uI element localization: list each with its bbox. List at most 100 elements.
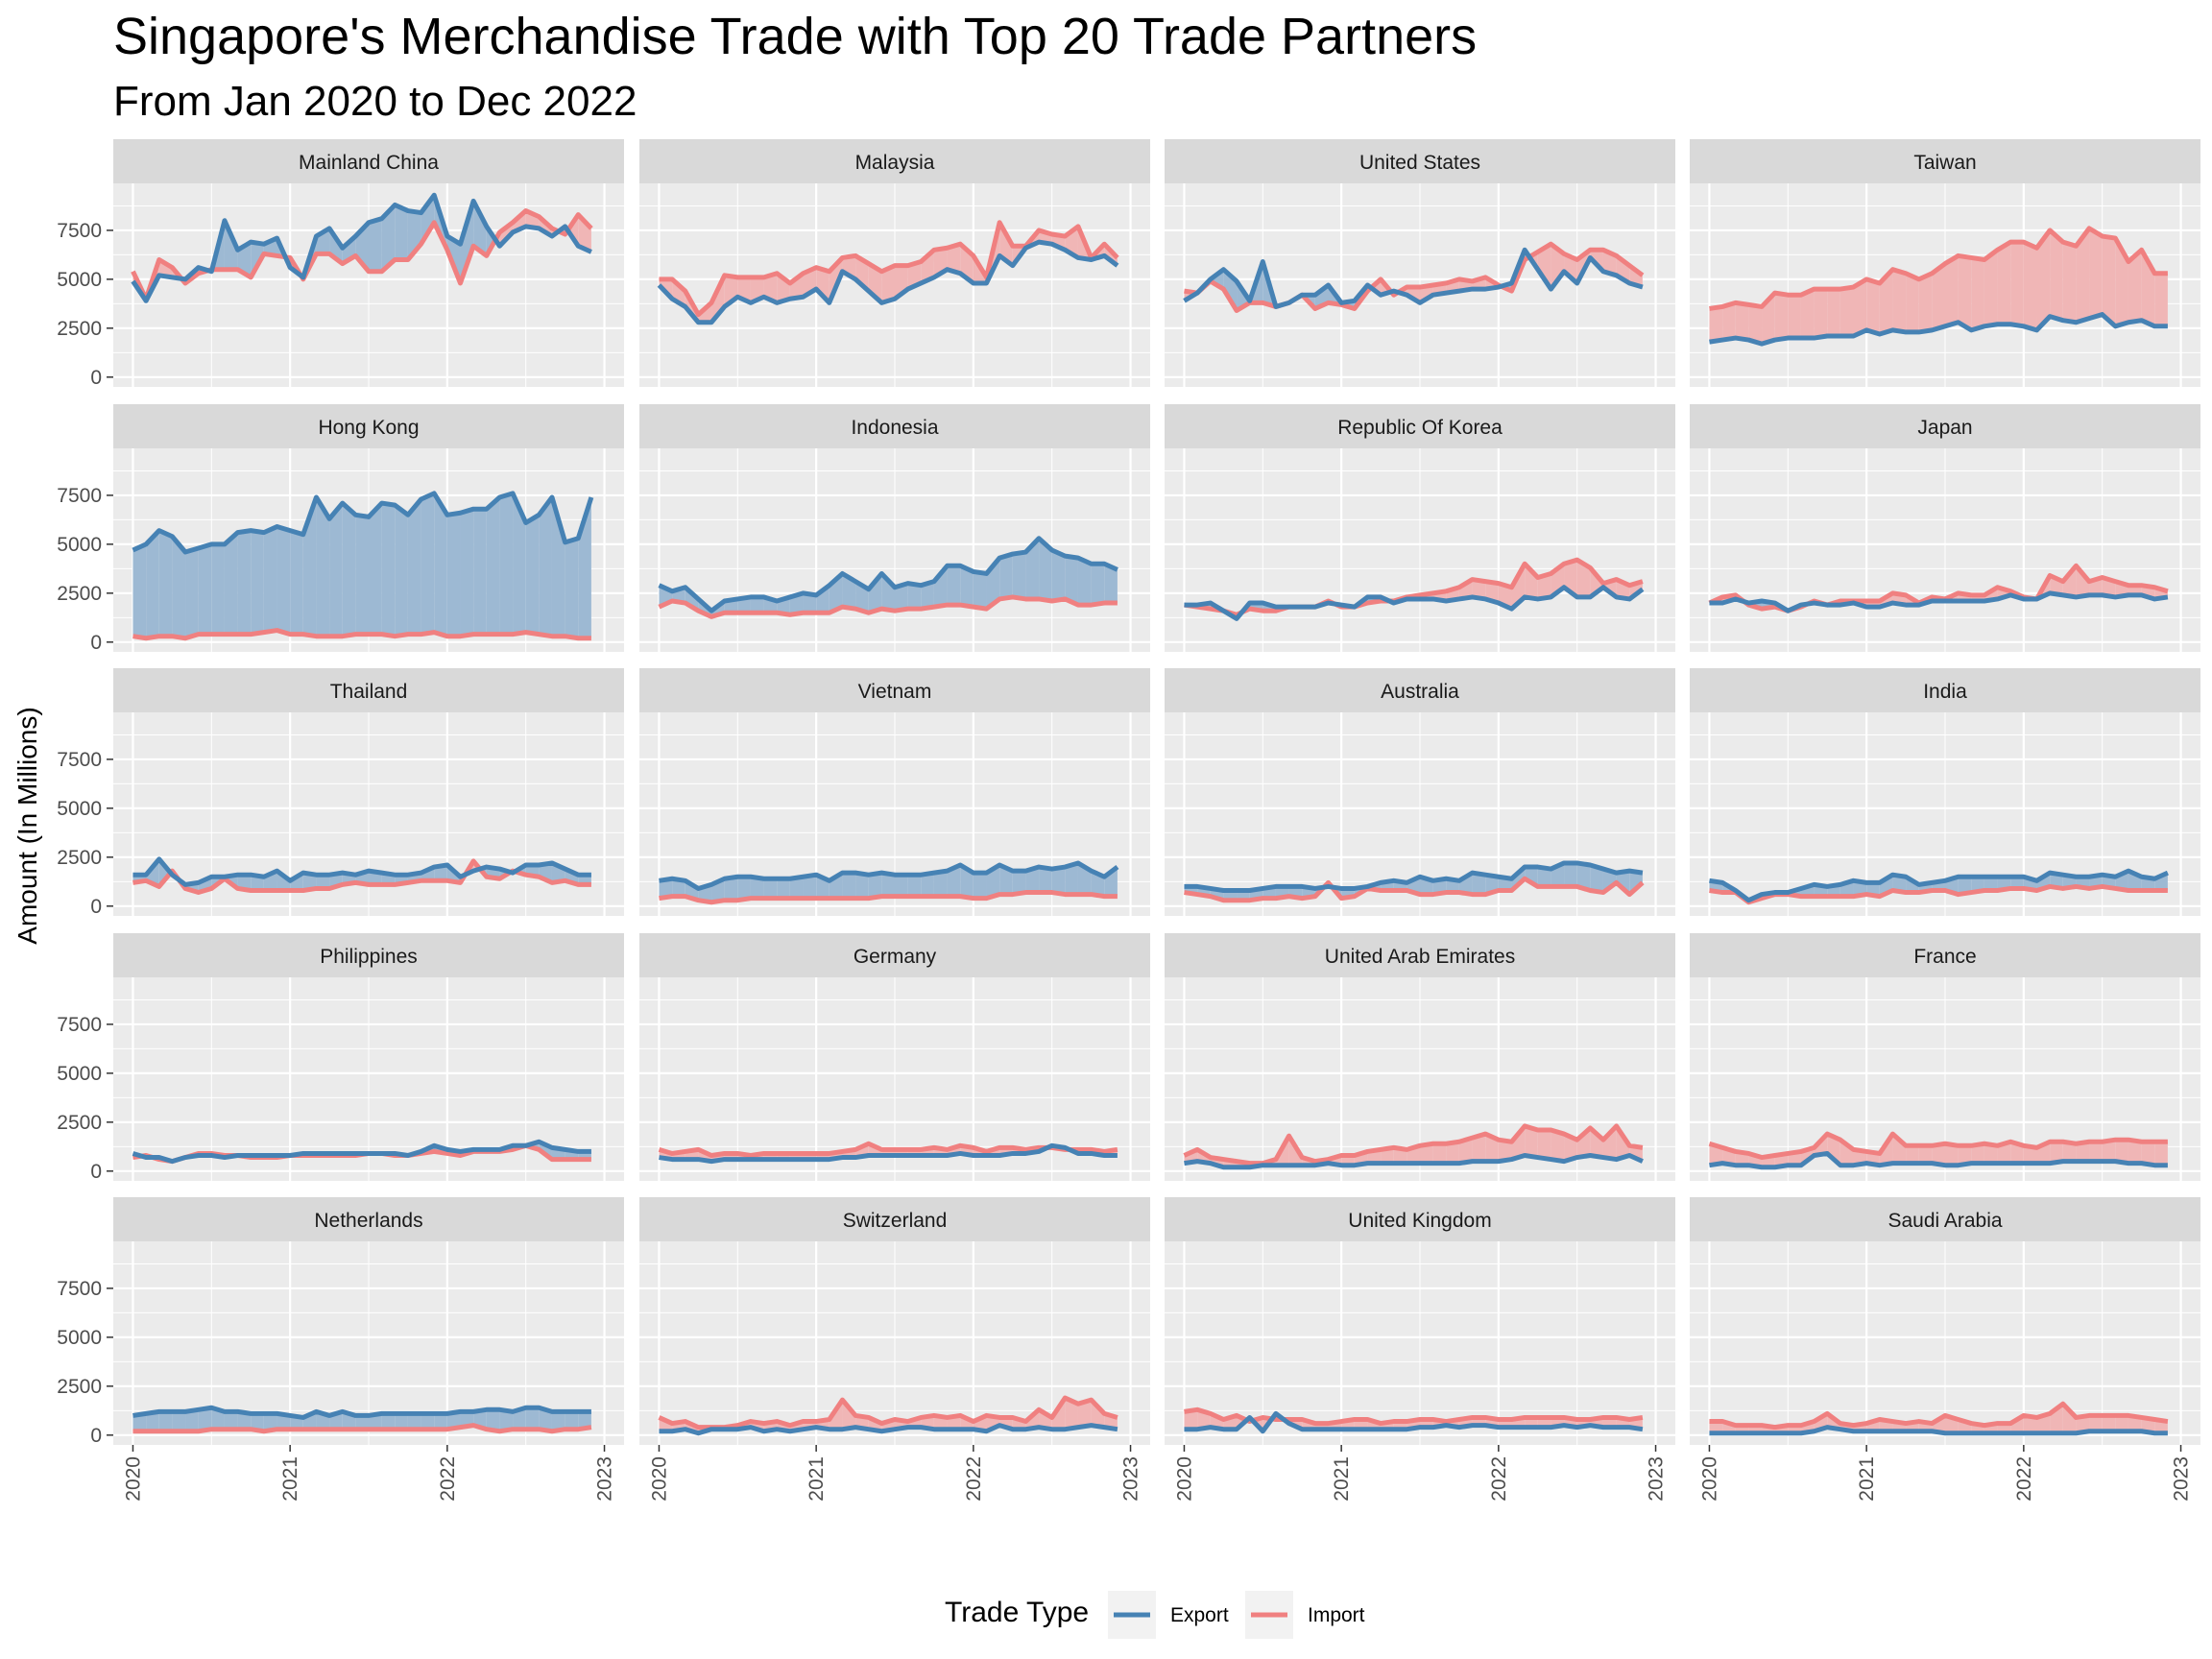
ribbon-segment [1748,304,1763,345]
ribbon-segment [1525,1125,1538,1158]
facet-strip-label: United Kingdom [1348,1210,1491,1232]
facet-panel: Taiwan [1690,139,2200,387]
ribbon-segment [999,865,1013,895]
ribbon-segment [2010,242,2024,326]
import-line [1184,876,1645,903]
ribbon-segment [539,1407,552,1431]
ribbon-segment [565,538,579,638]
facet-strip-label: United Arab Emirates [1325,946,1515,968]
ribbon-segment [1537,573,1551,599]
import-line [1184,557,1644,617]
ribbon-segment [803,592,817,613]
ribbon-segment [251,1413,264,1431]
ribbon-segment [1984,1143,1998,1164]
ribbon-segment [1892,1134,1907,1164]
ribbon-segment [868,873,882,899]
ribbon-segment [2010,877,2024,889]
x-tick-label: 2021 [805,1456,828,1502]
facet-panel: United Kingdom 2020 2021 2022 2023 [1165,1197,1675,1502]
ribbon-segment [2141,1142,2155,1166]
ribbon-segment [2154,1142,2168,1166]
ribbon-segment [855,255,869,292]
ribbon-segment [276,1413,291,1430]
ribbon-segment [1997,242,2011,325]
ribbon-segment [486,496,500,635]
ribbon-segment [2050,1142,2063,1164]
facet-strip-label: Germany [854,946,937,968]
ribbon-segment [763,273,778,303]
ribbon-segment [185,547,199,638]
ribbon-segment [1537,1417,1551,1428]
ribbon-segment [1537,867,1551,887]
export-line [1709,868,2169,903]
facet-strip [1165,404,1675,448]
ribbon-segment [276,526,291,635]
ribbon-segment [1472,579,1486,599]
ribbon-segment [2076,565,2090,597]
ribbon-segment [2050,873,2063,889]
ribbon-segment [1537,244,1551,290]
y-tick-label: 7500 [57,749,102,771]
x-tick-label: 2022 [437,1456,459,1502]
y-tick-label: 7500 [57,1014,102,1036]
ribbon-segment [434,1413,447,1430]
ribbon-segment [672,878,685,897]
export-line [1184,1153,1644,1170]
ribbon-segment [355,515,369,635]
ribbon-segment [1420,1143,1433,1164]
ribbon-segment [1945,1143,1959,1166]
ribbon-segment [2154,873,2168,891]
ribbon-segment [198,543,212,635]
facet-strip [639,933,1150,977]
ribbon-segment [1077,1400,1092,1428]
ribbon-segment [237,1411,252,1430]
ribbon-segment [1590,865,1603,893]
ribbon-segment [881,873,895,897]
ribbon-segment [2023,242,2037,330]
ribbon-segment [578,214,591,252]
ribbon-segment [1576,1127,1591,1158]
ribbon-segment [960,565,974,608]
ribbon-segment [1012,871,1026,895]
ribbon-segment [789,877,804,899]
import-line [1708,1131,2168,1161]
ribbon-segment [1945,255,1959,326]
ribbon-segment [355,1415,369,1430]
ribbon-segment [737,596,751,613]
ribbon-segment [369,1413,382,1430]
ribbon-segment [973,873,987,899]
facet-strip-label: Malaysia [855,152,935,174]
facet-strip [639,139,1150,183]
ribbon-segment [1879,269,1893,334]
ribbon-segment [316,496,330,637]
facet-strip-label: Mainland China [299,152,439,174]
ribbon-segment [895,875,908,897]
ribbon-segment [1722,302,1736,341]
export-line [132,1405,591,1420]
y-tick-label: 5000 [57,1327,102,1349]
facet-panels: Mainland China 0 2500 5000 7500 Malaysia Unite… [57,139,2200,1502]
ribbon-segment [881,265,895,303]
ribbon-segment [737,877,751,901]
import-line [659,220,1119,318]
facet-strip-label: Australia [1381,681,1459,703]
import-line [132,1423,592,1434]
y-tick-label: 2500 [57,1376,102,1398]
ribbon-segment [750,877,764,899]
y-tick-label: 5000 [57,534,102,556]
ribbon-segment [1025,538,1040,599]
y-tick-label: 2500 [57,583,102,605]
x-tick-label: 2021 [1331,1456,1353,1502]
facet-strip-label: France [1913,946,1976,968]
facet-panel: Malaysia [639,139,1150,387]
ribbon-segment [224,532,238,635]
ribbon-segment [1472,873,1486,895]
ribbon-segment [750,596,764,613]
ribbon-segment [2089,1415,2103,1431]
export-line [659,1423,1118,1436]
facet-panel: Switzerland 2020 2021 2022 2023 [639,1197,1150,1502]
export-line [132,491,594,555]
legend-label-export: Export [1170,1604,1229,1626]
facet-panel: Thailand 0 2500 5000 7500 [57,668,624,918]
facet-panel: United States [1165,139,1675,387]
